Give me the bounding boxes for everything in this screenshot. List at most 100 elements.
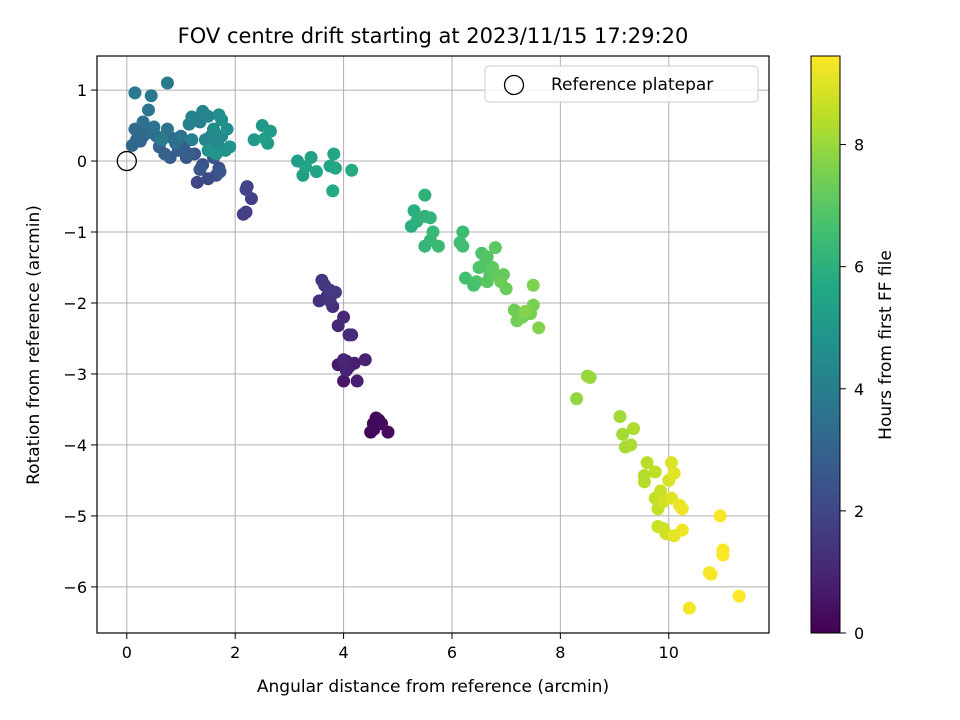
data-point [616, 427, 630, 441]
colorbar [810, 55, 841, 634]
x-axis-label: Angular distance from reference (arcmin) [257, 677, 609, 697]
y-tick-label: −3 [63, 365, 87, 384]
data-point [381, 425, 395, 439]
data-point [337, 353, 351, 367]
data-point [431, 239, 445, 253]
data-point [367, 422, 381, 436]
data-point [494, 275, 508, 289]
data-point [675, 502, 689, 516]
plot-area [97, 56, 769, 633]
colorbar-ticks: 0 2 4 6 8 [840, 136, 864, 643]
y-tick-label: −2 [63, 294, 87, 313]
data-point [345, 328, 359, 342]
data-point [456, 239, 470, 253]
y-tick-label: −4 [63, 436, 87, 455]
data-point [350, 374, 364, 388]
y-tick-label: −1 [63, 223, 87, 242]
colorbar-tick-label: 8 [854, 136, 864, 155]
legend-box [484, 65, 759, 103]
data-point [613, 410, 627, 424]
data-point [640, 456, 654, 470]
x-tick-label: 2 [230, 643, 240, 662]
data-point [193, 163, 207, 177]
data-point [570, 392, 584, 406]
y-axis-ticks: 1 0 −1 −2 −3 −4 −5 −6 [63, 81, 97, 597]
data-point [648, 465, 662, 479]
data-point [339, 363, 353, 377]
data-point [583, 371, 597, 385]
legend-entry-reference: Reference platepar [551, 75, 713, 95]
data-point [337, 374, 351, 388]
data-point [526, 278, 540, 292]
data-point [220, 122, 234, 136]
legend: Reference platepar [484, 65, 759, 103]
data-point [160, 76, 174, 90]
x-tick-label: 4 [338, 643, 348, 662]
y-axis-label: Rotation from reference (arcmin) [24, 205, 44, 485]
data-point [664, 456, 678, 470]
data-point [713, 509, 727, 523]
data-point [185, 133, 199, 147]
data-point [423, 211, 437, 225]
y-tick-label: −6 [63, 578, 87, 597]
data-point [328, 161, 342, 175]
data-point [716, 548, 730, 562]
data-point [480, 250, 494, 264]
data-points [125, 76, 746, 615]
data-point [456, 225, 470, 239]
colorbar-tick-label: 0 [854, 624, 864, 643]
data-point [518, 304, 532, 318]
grid-lines [97, 56, 769, 633]
data-point [190, 175, 204, 189]
data-point [326, 184, 340, 198]
chart-title: FOV centre drift starting at 2023/11/15 … [178, 24, 689, 48]
plot-frame [96, 55, 770, 634]
y-tick-label: 1 [77, 81, 87, 100]
data-point [309, 165, 323, 179]
data-point [323, 283, 337, 297]
data-point [418, 188, 432, 202]
data-point [637, 475, 651, 489]
data-point [624, 438, 638, 452]
colorbar-tick-label: 2 [854, 502, 864, 521]
data-point [182, 117, 196, 131]
data-point [675, 523, 689, 537]
data-point [315, 273, 329, 287]
data-point [532, 321, 546, 335]
data-point [158, 147, 172, 161]
data-point [201, 109, 215, 123]
data-point [469, 275, 483, 289]
data-point [144, 89, 158, 103]
data-point [239, 182, 253, 196]
data-point [213, 165, 227, 179]
data-point [358, 353, 372, 367]
data-point [147, 120, 161, 134]
data-point [258, 131, 272, 145]
legend-marker-icon [503, 74, 525, 96]
data-point [141, 103, 155, 117]
x-tick-label: 0 [122, 643, 132, 662]
x-tick-label: 8 [555, 643, 565, 662]
data-point [247, 133, 261, 147]
data-point [136, 115, 150, 129]
data-point [160, 122, 174, 136]
data-point [704, 567, 718, 581]
data-point [155, 133, 169, 147]
colorbar-label: Hours from first FF file [876, 250, 896, 440]
data-point [182, 147, 196, 161]
data-point [337, 310, 351, 324]
data-point [732, 589, 746, 603]
y-tick-label: −5 [63, 507, 87, 526]
data-point [209, 147, 223, 161]
data-point [667, 466, 681, 480]
y-tick-label: 0 [77, 152, 87, 171]
data-point [299, 160, 313, 174]
data-point [426, 225, 440, 239]
data-point [207, 122, 221, 136]
data-point [345, 163, 359, 177]
reference-platepar-marker [116, 150, 137, 172]
data-point [682, 601, 696, 615]
data-point [174, 129, 188, 143]
data-point [654, 484, 668, 498]
